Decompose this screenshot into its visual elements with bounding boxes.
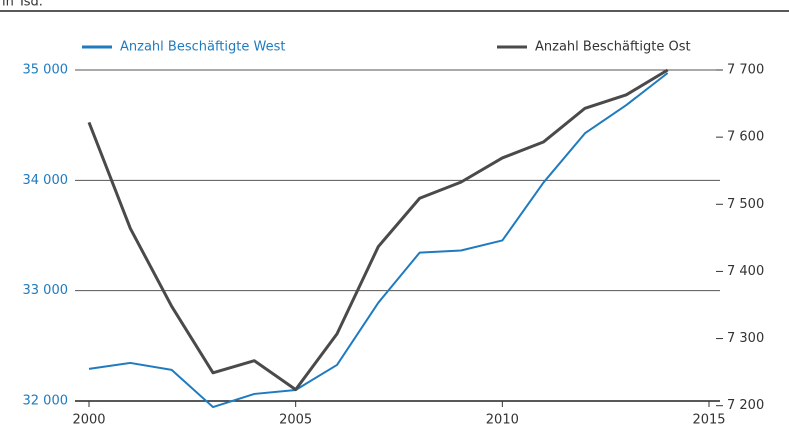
y2-tick-label: 7 700 [727,63,764,78]
series-line [87,68,669,392]
y2-tick-label: 7 200 [727,398,764,413]
y2-tick-label: 7 500 [727,197,764,212]
y-tick-label: 35 000 [23,63,69,78]
legend-label: Anzahl Beschäftigte Ost [535,40,691,55]
x-tick-label: 2015 [692,413,725,428]
x-tick-label: 2000 [72,413,105,428]
y2-tick-label: 7 300 [727,331,764,346]
x-tick-label: 2010 [486,413,519,428]
legend-label: Anzahl Beschäftigte West [120,40,285,55]
y2-tick-label: 7 400 [727,264,764,279]
y2-tick-label: 7 600 [727,130,764,145]
y-tick-label: 32 000 [23,394,69,409]
y-tick-label: 34 000 [23,173,69,188]
y-tick-label: 33 000 [23,283,69,298]
series-line [88,72,669,409]
chart-subtitle: in Tsd. [2,0,43,10]
x-tick-label: 2005 [279,413,312,428]
